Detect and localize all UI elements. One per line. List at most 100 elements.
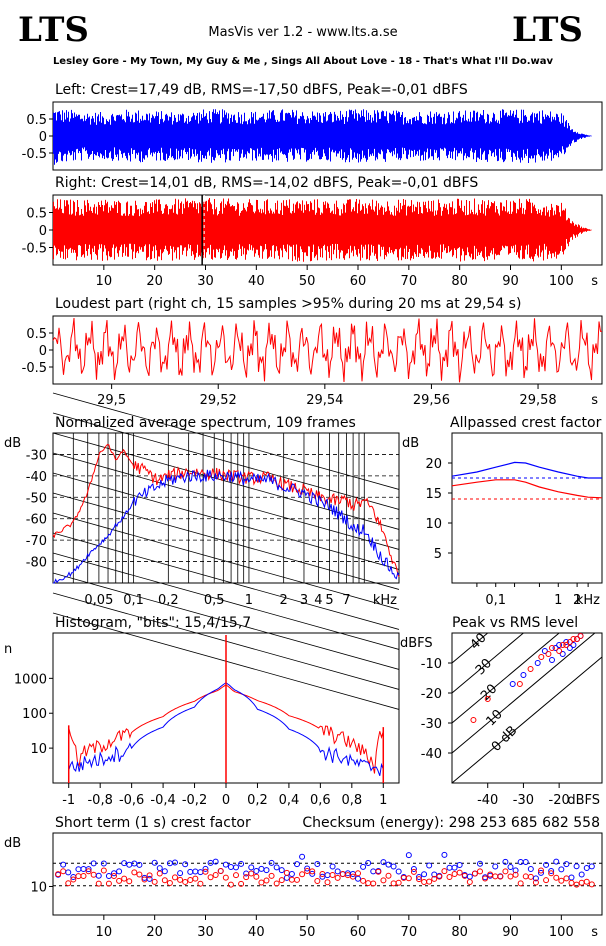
short-term-blue-point	[60, 861, 67, 868]
right-waveform-panel: Right: Crest=14,01 dB, RMS=-14,02 dBFS, …	[22, 175, 603, 289]
short-term-red-point	[395, 879, 402, 886]
peak-vs-rms-point	[563, 639, 570, 645]
short-term-blue-point	[385, 861, 392, 868]
spectrum-frame-outline	[52, 432, 400, 584]
y-tick-label: -70	[26, 534, 47, 549]
x-tick-label: 20	[146, 274, 163, 289]
x-tick-label: 80	[451, 925, 468, 940]
short-term-blue-point	[299, 853, 306, 860]
short-term-blue-point	[146, 875, 153, 882]
x-tick-label: 0	[222, 793, 230, 808]
x-tick-label: 70	[401, 925, 418, 940]
x-tick-label: 100	[549, 274, 574, 289]
short-term-red-point	[131, 869, 138, 876]
spectrum-title: Normalized average spectrum, 109 frames	[55, 415, 356, 431]
peak-vs-rms-point	[520, 672, 527, 678]
short-term-blue-point	[95, 872, 102, 879]
peak-vs-rms-point	[570, 636, 577, 642]
allpassed-red-series	[451, 479, 603, 499]
short-term-red-point	[156, 870, 163, 877]
x-tick-label: -0,2	[182, 793, 207, 808]
short-term-red-point	[543, 877, 550, 884]
x-tick-label: 90	[502, 925, 519, 940]
x-tick-label: 29,52	[200, 393, 237, 408]
x-tick-label: 3	[300, 593, 308, 608]
short-term-red-point	[421, 878, 428, 885]
short-term-red-point	[482, 875, 489, 882]
short-term-red-point	[588, 881, 595, 888]
short-term-blue-point	[365, 859, 372, 866]
short-term-red-point	[583, 878, 590, 885]
short-term-red-point	[436, 873, 443, 880]
x-tick-label: 60	[350, 274, 367, 289]
spectrum-slope-line	[52, 492, 400, 590]
x-tick-label: 29,56	[413, 393, 450, 408]
short-term-red-point	[431, 875, 438, 882]
short-term-blue-point	[512, 867, 519, 874]
short-term-blue-point	[182, 861, 189, 868]
x-unit-label: dBFS	[567, 793, 600, 808]
allpassed-ylabel: dB	[402, 436, 419, 451]
x-tick-label: 0,2	[247, 793, 268, 808]
short-term-red-point	[370, 880, 377, 887]
short-term-red-point	[329, 871, 336, 878]
short-term-blue-point	[553, 858, 560, 865]
short-term-blue-point	[456, 862, 463, 869]
histogram-panel: Histogram, "bits": 15,4/15,7n100010010-1…	[4, 615, 400, 808]
histogram-title: Histogram, "bits": 15,4/15,7	[55, 615, 251, 631]
short-term-blue-point	[65, 869, 72, 876]
short-term-red-point	[227, 881, 234, 888]
short-term-blue-point	[319, 873, 326, 880]
short-term-blue-point	[421, 871, 428, 878]
x-tick-label: 4	[314, 593, 322, 608]
x-tick-label: 30	[197, 925, 214, 940]
short-term-blue-point	[121, 860, 128, 867]
spectrum-slope-line	[52, 472, 400, 570]
short-term-red-point	[527, 873, 534, 880]
short-term-red-point	[502, 868, 509, 875]
short-term-red-point	[65, 880, 72, 887]
spectrum-panel: Normalized average spectrum, 109 frames d…	[4, 392, 400, 710]
short-term-blue-point	[527, 865, 534, 872]
loudest-part-title: Loudest part (right ch, 15 samples >95% …	[55, 296, 521, 312]
right-channel-title: Right: Crest=14,01 dB, RMS=-14,02 dBFS, …	[55, 175, 478, 191]
y-tick-label: -0.5	[22, 361, 47, 376]
short-term-blue-point	[410, 866, 417, 873]
short-term-red-point	[375, 868, 382, 875]
short-term-red-point	[380, 877, 387, 884]
x-unit-label: kHz	[576, 593, 600, 608]
short-term-blue-point	[294, 861, 300, 868]
short-term-red-point	[238, 880, 245, 887]
short-term-blue-point	[85, 866, 92, 873]
short-term-red-point	[355, 870, 361, 877]
short-term-red-point	[522, 873, 529, 880]
short-term-blue-point	[288, 871, 295, 878]
x-tick-label: 2	[280, 593, 288, 608]
short-term-blue-point	[466, 873, 473, 880]
short-term-red-point	[207, 874, 214, 881]
short-term-red-point	[299, 871, 306, 878]
short-term-blue-point	[111, 870, 117, 877]
short-term-red-point	[116, 877, 123, 884]
short-term-blue-point	[156, 865, 163, 872]
peak-vs-rms-diagonal	[451, 632, 489, 664]
short-term-red-point	[90, 871, 97, 878]
short-term-red-point	[487, 871, 494, 878]
y-tick-label: -40	[26, 470, 47, 485]
y-tick-label: 15	[425, 487, 442, 502]
short-term-red-point	[568, 879, 575, 886]
short-term-red-point	[578, 879, 585, 886]
short-term-red-point	[385, 872, 392, 879]
peak-vs-rms-point	[556, 642, 563, 648]
x-tick-label: -0,4	[150, 793, 175, 808]
x-tick-label: 29,54	[306, 393, 343, 408]
brand-logo-left: LTS	[18, 10, 89, 50]
short-term-blue-point	[202, 865, 209, 872]
short-term-red-point	[405, 875, 412, 882]
short-term-red-point	[60, 868, 67, 875]
short-term-red-point	[217, 868, 224, 875]
x-tick-label: 60	[350, 925, 367, 940]
peak-vs-rms-point	[538, 654, 545, 660]
y-tick-label: 0	[39, 224, 47, 239]
